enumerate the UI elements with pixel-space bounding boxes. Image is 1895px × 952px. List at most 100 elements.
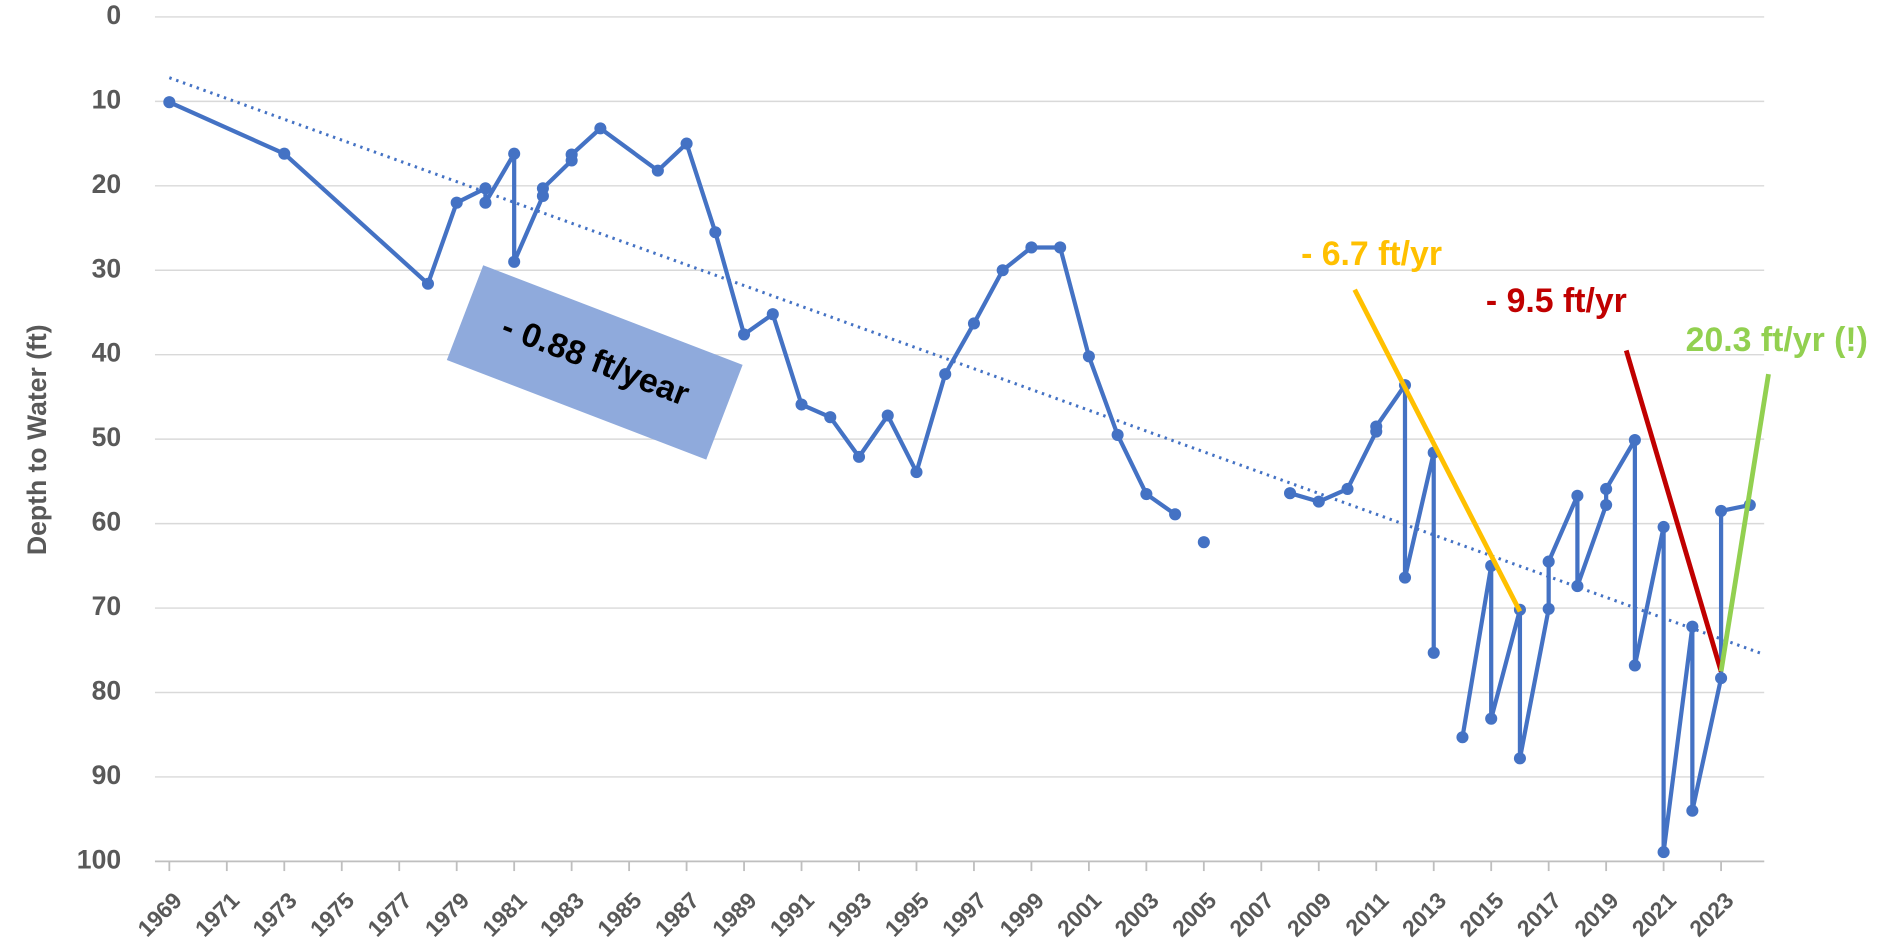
x-tick-label: 1977 (362, 887, 416, 941)
x-tick-label: 2017 (1512, 887, 1566, 941)
x-tick-label: 2003 (1109, 887, 1163, 941)
x-tick-label: 1991 (765, 887, 820, 942)
x-tick-label: 2005 (1167, 887, 1222, 942)
data-point (824, 411, 837, 424)
data-point (651, 164, 664, 177)
y-tick-label: 20 (92, 169, 122, 199)
data-point (795, 398, 808, 411)
data-point (1657, 846, 1670, 859)
y-tick-label: 60 (92, 507, 122, 537)
data-point (910, 466, 923, 479)
x-tick-label: 1987 (650, 887, 704, 941)
rate-line (1623, 349, 1724, 673)
data-point (1628, 659, 1641, 672)
x-tick-label: 2011 (1340, 887, 1394, 941)
data-point (1456, 731, 1469, 744)
x-tick-label: 1985 (592, 887, 647, 942)
rate-label: - 6.7 ft/yr (1301, 235, 1442, 273)
rate-label: 20.3 ft/yr (!) (1686, 321, 1868, 359)
data-point (1111, 428, 1124, 441)
data-point (1140, 488, 1153, 501)
x-tick-label: 2015 (1454, 887, 1509, 942)
data-point (1571, 580, 1584, 593)
data-point (766, 308, 779, 321)
data-point (738, 328, 751, 341)
data-point (1485, 712, 1498, 725)
data-point (450, 196, 463, 209)
data-point (1715, 672, 1728, 685)
data-point (1370, 420, 1383, 433)
data-point (508, 255, 521, 268)
data-point (996, 264, 1009, 277)
y-tick-label: 40 (92, 338, 122, 368)
data-point (1513, 752, 1526, 765)
data-point (1686, 804, 1699, 817)
data-point (967, 317, 980, 330)
x-tick-label: 1979 (420, 887, 474, 941)
data-point (536, 182, 549, 195)
x-tick-label: 2009 (1282, 887, 1336, 941)
x-tick-label: 1969 (132, 887, 186, 941)
data-point (278, 147, 291, 160)
trend-label-box (446, 265, 743, 460)
data-point (939, 368, 952, 381)
y-tick-label: 80 (92, 676, 122, 706)
data-point (1686, 620, 1699, 633)
y-tick-label: 70 (92, 591, 122, 621)
y-axis-label: Depth to Water (ft) (22, 324, 52, 555)
y-tick-label: 90 (92, 760, 122, 790)
rate-line (1352, 288, 1523, 613)
x-tick-label: 2001 (1052, 887, 1107, 942)
x-tick-label: 1995 (879, 887, 934, 942)
x-tick-label: 2023 (1684, 887, 1738, 941)
x-tick-label: 1993 (822, 887, 876, 941)
data-point (680, 137, 693, 150)
x-tick-label: 1999 (994, 887, 1048, 941)
data-point (1542, 555, 1555, 568)
x-tick-label: 2007 (1224, 887, 1278, 941)
rate-label: - 9.5 ft/yr (1486, 282, 1627, 320)
data-point (508, 147, 521, 160)
data-point (1054, 241, 1067, 254)
data-point (1427, 646, 1440, 659)
rate-line (1718, 373, 1771, 672)
x-tick-label: 1971 (190, 887, 245, 942)
x-tick-label: 2021 (1627, 887, 1682, 942)
data-point (594, 122, 607, 135)
data-point (1169, 508, 1182, 521)
y-tick-label: 30 (92, 253, 122, 283)
x-tick-label: 1997 (937, 887, 991, 941)
data-point (1398, 571, 1412, 584)
data-point (1628, 433, 1641, 447)
x-tick-label: 1981 (477, 887, 532, 942)
data-point (852, 450, 866, 463)
x-tick-label: 1973 (247, 887, 301, 941)
y-tick-label: 10 (92, 84, 122, 114)
data-point (565, 148, 578, 161)
data-point (1082, 350, 1095, 363)
y-tick-label: 0 (106, 0, 121, 30)
data-point (1542, 602, 1555, 615)
trend-label: - 0.88 ft/year (446, 265, 743, 460)
data-point (479, 182, 492, 195)
x-tick-label: 1983 (535, 887, 589, 941)
data-point (1600, 498, 1613, 512)
data-point (1284, 487, 1297, 500)
x-tick-label: 2013 (1397, 887, 1451, 941)
data-point (1197, 536, 1210, 549)
x-tick-label: 2019 (1569, 887, 1623, 941)
data-point (479, 196, 492, 209)
x-tick-label: 1975 (305, 887, 360, 942)
data-point (881, 409, 894, 422)
y-tick-label: 50 (92, 422, 122, 452)
y-tick-label: 100 (77, 844, 121, 874)
data-point (421, 277, 435, 290)
data-point (709, 226, 722, 239)
data-line (168, 100, 1751, 855)
data-point (1715, 504, 1728, 517)
data-point (1341, 482, 1354, 496)
trendline (168, 76, 1765, 656)
data-point (1571, 489, 1584, 502)
